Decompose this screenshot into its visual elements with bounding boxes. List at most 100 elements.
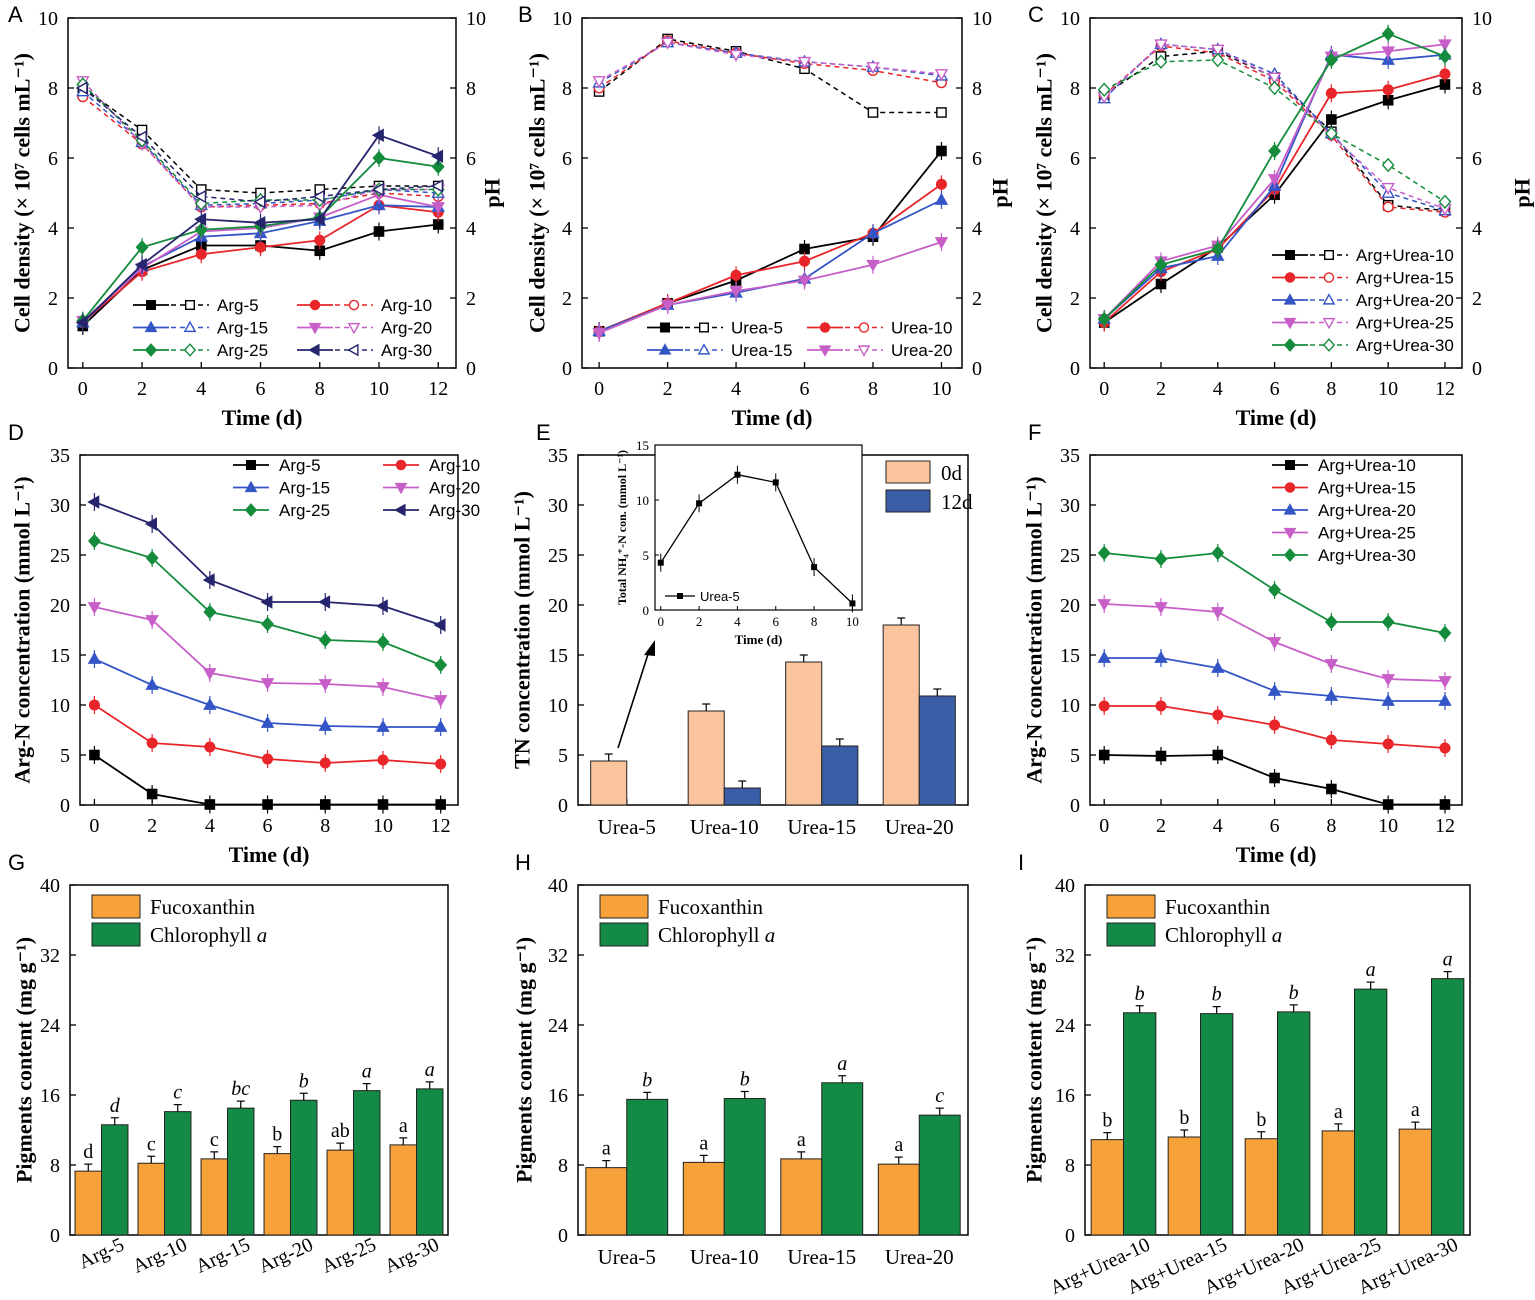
legend-item: Arg-5 <box>233 456 321 475</box>
legend-marker <box>1284 272 1296 283</box>
data-point <box>1154 257 1168 273</box>
bar <box>877 1163 920 1236</box>
inset-x-tick-label: 6 <box>773 614 780 629</box>
ph-point <box>194 189 207 204</box>
significance-letter: b <box>1102 1110 1112 1132</box>
legend-label: Arg+Urea-25 <box>1318 524 1416 543</box>
legend-marker <box>394 482 408 495</box>
y-tick-label: 8 <box>562 78 572 100</box>
data-line <box>598 150 943 333</box>
y-axis-label: Cell density (× 10⁷ cells mL⁻¹) <box>525 53 550 333</box>
bar-chlorophyll-a: b <box>723 1069 766 1236</box>
category-label: Urea-15 <box>787 815 856 839</box>
legend-swatch <box>599 894 649 919</box>
significance-letter: c <box>173 1082 182 1104</box>
data-point <box>934 237 949 250</box>
significance-letter: a <box>797 1129 806 1151</box>
y2-tick-label: 0 <box>1472 358 1482 380</box>
data-point <box>1326 114 1337 125</box>
legend-marker-open <box>183 320 197 333</box>
significance-letter: ab <box>331 1120 350 1142</box>
data-point <box>1438 49 1452 64</box>
panel-letter: A <box>8 2 23 27</box>
legend-item: Arg-15 <box>233 479 330 498</box>
bar <box>626 1098 669 1236</box>
legend-marker <box>1283 293 1297 305</box>
category-label: Arg-20 <box>255 1234 316 1278</box>
significance-letter: a <box>1334 1101 1343 1123</box>
data-point <box>145 677 159 690</box>
legend-item: Arg-10 <box>297 296 432 315</box>
data-point <box>319 799 331 810</box>
y-tick-label: 32 <box>548 945 568 967</box>
ph-point <box>797 56 812 69</box>
bar <box>416 1088 444 1236</box>
ph-point <box>371 182 384 197</box>
legend-marker <box>660 322 671 333</box>
data-point <box>319 757 331 769</box>
category-label: Urea-5 <box>598 815 656 839</box>
y-tick-label: 8 <box>1070 78 1080 100</box>
y2-tick-label: 8 <box>972 78 982 100</box>
x-tick-label: 12 <box>1435 815 1455 837</box>
legend-swatch <box>91 922 141 947</box>
series-arg-30 <box>87 493 446 634</box>
y-axis-label: Arg-N concentration (mmol L⁻¹) <box>1022 476 1047 783</box>
bar <box>821 1082 864 1236</box>
legend-label: Fucoxanthin <box>658 895 763 919</box>
data-point <box>373 226 385 237</box>
series-arg-15 <box>87 650 448 736</box>
x-tick-label: 4 <box>1213 815 1223 837</box>
data-point <box>203 668 217 681</box>
data-point <box>1211 545 1225 561</box>
ph-line <box>598 41 942 84</box>
y-tick-label: 4 <box>48 218 58 240</box>
legend-item: Arg-20 <box>383 479 480 498</box>
y-tick-label: 10 <box>1060 8 1080 30</box>
y2-tick-label: 8 <box>466 78 476 100</box>
legend-label: Arg-10 <box>381 296 432 315</box>
y-tick-label: 0 <box>558 1225 568 1247</box>
series-arg-urea-20 <box>1097 649 1452 710</box>
data-point <box>377 754 389 766</box>
x-tick-label: 0 <box>594 378 604 400</box>
x-tick-label: 12 <box>428 378 448 400</box>
data-point <box>934 192 949 205</box>
series-urea-20 <box>592 37 949 342</box>
data-point <box>433 695 448 708</box>
legend-marker <box>144 320 158 333</box>
bar <box>1123 1012 1157 1236</box>
bar <box>290 1099 318 1236</box>
data-point <box>75 315 88 330</box>
ph-point <box>253 195 266 209</box>
series-arg-urea-15 <box>1098 697 1451 757</box>
data-point <box>1381 614 1395 630</box>
significance-letter: b <box>272 1124 282 1146</box>
legend-marker-open <box>1322 317 1336 330</box>
x-tick-label: 8 <box>1326 378 1336 400</box>
y-tick-label: 8 <box>1065 1155 1075 1177</box>
y-tick-label: 32 <box>40 945 60 967</box>
y-tick-label: 10 <box>1060 695 1080 717</box>
y2-tick-label: 6 <box>972 148 982 170</box>
legend-marker-open <box>858 322 870 333</box>
data-point <box>318 595 331 609</box>
y-tick-label: 16 <box>1055 1085 1075 1107</box>
legend-marker <box>1283 317 1297 330</box>
legend-label: Arg-10 <box>429 456 480 475</box>
data-point <box>1381 674 1395 687</box>
ph-point <box>312 189 325 204</box>
x-tick-label: 12 <box>431 815 451 837</box>
data-point <box>262 799 273 810</box>
bar <box>918 695 956 806</box>
significance-letter: a <box>1411 1099 1420 1121</box>
y-axis-ticks: 0 5 10 15 20 25 30 35 <box>1060 445 1096 817</box>
ph-point <box>592 76 606 89</box>
y2-tick-label: 2 <box>1472 288 1482 310</box>
legend-label: Arg-25 <box>217 341 268 360</box>
y-tick-label: 30 <box>548 495 568 517</box>
data-point <box>1154 650 1168 663</box>
